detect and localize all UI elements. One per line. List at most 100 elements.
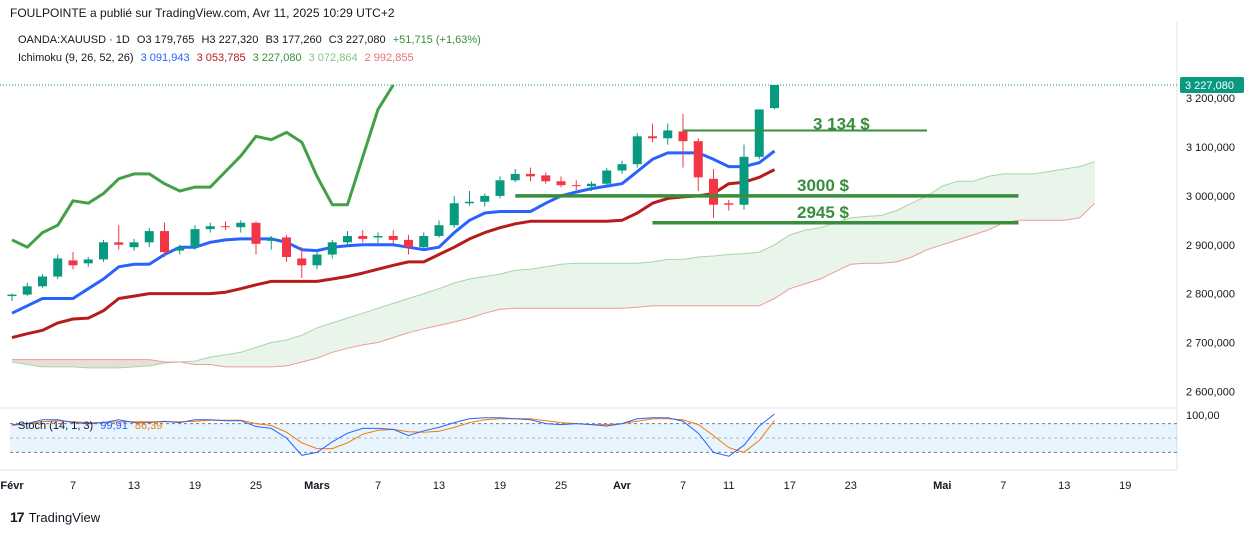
candle <box>587 181 596 192</box>
candle-body <box>770 84 779 109</box>
candle-body <box>754 109 764 157</box>
high-value: H3 227,320 <box>201 34 259 46</box>
time-axis-label: 19 <box>494 480 506 492</box>
candle-body <box>388 235 398 240</box>
candle <box>53 254 63 279</box>
candle <box>358 230 368 243</box>
candle-body <box>205 226 215 230</box>
candle <box>7 293 17 301</box>
ichimoku-conversion-line <box>11 149 776 315</box>
price-axis-label: 2 700,000 <box>1186 337 1235 349</box>
candle <box>602 168 612 187</box>
ichimoku-span-a-value: 3 072,864 <box>308 52 358 64</box>
candle <box>648 123 657 143</box>
tradingview-brand: TradingView <box>28 509 101 525</box>
candle <box>99 239 108 262</box>
candle-body <box>602 170 612 184</box>
candle <box>190 225 200 250</box>
candle-body <box>53 258 63 277</box>
candle-body <box>526 173 535 177</box>
time-axis-label: 19 <box>189 480 201 492</box>
symbol-label[interactable]: OANDA:XAUUSD · 1D <box>18 34 130 46</box>
candle <box>419 232 429 250</box>
level-label: 2945 $ <box>797 203 850 222</box>
candle-body <box>693 141 703 178</box>
candle-body <box>297 258 307 266</box>
candle-body <box>22 286 32 295</box>
candle-body <box>419 235 429 248</box>
stoch-k-value: 99,91 <box>100 420 128 432</box>
ichimoku-cloud <box>12 161 1095 368</box>
price-axis-label: 3 100,000 <box>1186 142 1235 154</box>
candle <box>297 247 307 278</box>
candle-body <box>587 183 596 187</box>
candle-body <box>68 260 78 266</box>
candle-body <box>114 242 124 245</box>
candle <box>678 113 688 168</box>
time-axis-label: Févr <box>0 480 24 492</box>
candle <box>251 221 261 255</box>
ichimoku-base-line <box>11 168 776 340</box>
time-axis-label: 25 <box>250 480 262 492</box>
candle <box>175 244 185 255</box>
candle-body <box>236 222 246 228</box>
candle <box>68 252 78 270</box>
stoch-label[interactable]: Stoch (14, 1, 3) <box>18 420 94 432</box>
candle-body <box>465 201 474 204</box>
ichimoku-label[interactable]: Ichimoku (9, 26, 52, 26) <box>18 52 134 64</box>
candle-body <box>327 242 337 255</box>
time-axis-label: 13 <box>128 480 140 492</box>
time-axis-label: 19 <box>1119 480 1131 492</box>
footer-branding: 17 TradingView <box>10 509 100 525</box>
time-axis-label: 23 <box>845 480 857 492</box>
candle-body <box>541 175 551 182</box>
stoch-legend: Stoch (14, 1, 3) 99,91 86,39 <box>18 420 162 432</box>
time-axis-label: Avr <box>613 480 632 492</box>
candle <box>632 133 642 168</box>
candle <box>449 195 459 228</box>
candle-body <box>251 222 261 244</box>
candle <box>770 84 779 110</box>
ichimoku-legend: Ichimoku (9, 26, 52, 26) 3 091,943 3 053… <box>18 52 414 64</box>
candle <box>129 238 139 251</box>
candle <box>144 227 154 248</box>
change-value: +51,715 (+1,63%) <box>392 34 481 46</box>
candle <box>541 172 551 184</box>
price-axis-label: 2 800,000 <box>1186 289 1235 301</box>
candle <box>526 167 535 182</box>
time-axis-label: 13 <box>433 480 445 492</box>
candle-body <box>221 226 230 228</box>
level-label: 3000 $ <box>797 176 850 195</box>
candle-body <box>678 131 688 142</box>
candle <box>312 252 322 270</box>
candle-body <box>129 242 139 248</box>
symbol-legend: OANDA:XAUUSD · 1D O3 179,765 H3 227,320 … <box>18 34 481 46</box>
time-axis-label: 13 <box>1058 480 1070 492</box>
time-axis-label: Mai <box>933 480 951 492</box>
stoch-k-line <box>11 413 775 457</box>
candle-body <box>175 247 185 251</box>
candle <box>327 239 337 259</box>
candle <box>693 138 703 192</box>
candle <box>236 220 246 233</box>
candle-body <box>358 235 368 239</box>
candle-body <box>404 239 413 248</box>
candle <box>205 222 215 233</box>
candle <box>83 256 93 267</box>
ichimoku-base-value: 3 053,785 <box>196 52 246 64</box>
candle <box>739 144 749 210</box>
candle-body <box>83 259 93 264</box>
candle <box>343 231 352 246</box>
candle-body <box>617 164 627 171</box>
time-axis-label: 7 <box>680 480 686 492</box>
candle <box>709 169 718 218</box>
candle <box>388 230 398 244</box>
time-axis-label: 7 <box>70 480 76 492</box>
candle-body <box>434 225 444 236</box>
close-value: C3 227,080 <box>328 34 386 46</box>
candle <box>38 274 47 288</box>
time-axis-label: 11 <box>723 480 734 492</box>
candle <box>22 282 32 297</box>
tradingview-logo-icon: 17 <box>10 509 25 525</box>
